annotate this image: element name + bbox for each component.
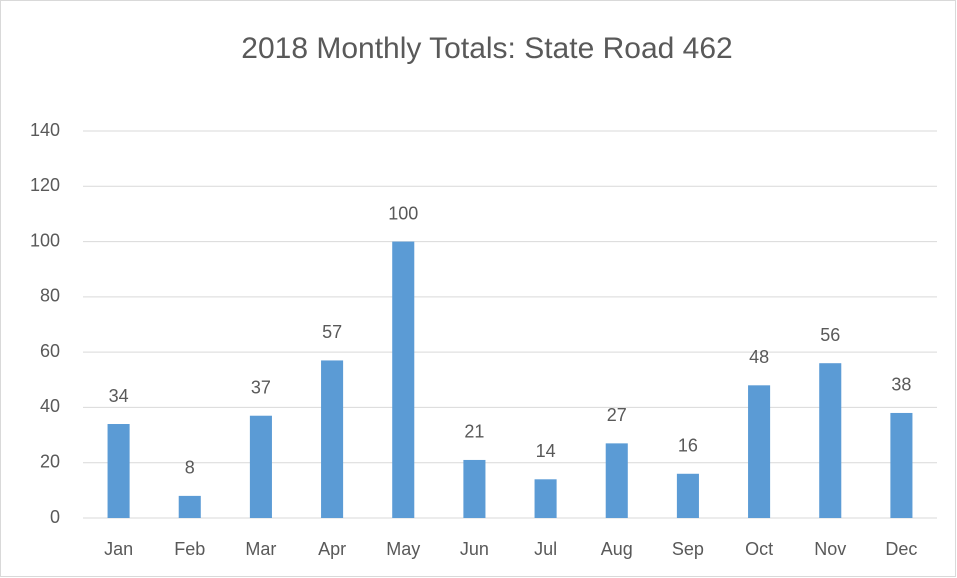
data-label: 34 <box>109 386 129 406</box>
bar <box>676 473 699 518</box>
bar <box>819 363 842 518</box>
bar <box>748 385 771 518</box>
data-label: 100 <box>388 203 418 223</box>
y-tick-label: 40 <box>40 396 60 416</box>
bar <box>463 459 486 518</box>
bar <box>107 424 130 518</box>
y-tick-label: 0 <box>50 507 60 527</box>
x-tick-label: Dec <box>885 539 917 559</box>
bar <box>605 443 628 518</box>
data-label: 27 <box>607 405 627 425</box>
bar <box>392 241 415 519</box>
data-label: 8 <box>185 458 195 478</box>
bar <box>321 360 344 518</box>
data-label: 56 <box>820 325 840 345</box>
x-tick-label: Oct <box>745 539 773 559</box>
y-tick-label: 80 <box>40 286 60 306</box>
chart-title: 2018 Monthly Totals: State Road 462 <box>241 32 732 65</box>
bar <box>534 479 557 518</box>
x-tick-label: Feb <box>174 539 205 559</box>
x-tick-label: Mar <box>245 539 276 559</box>
y-tick-label: 60 <box>40 341 60 361</box>
y-tick-label: 120 <box>30 175 60 195</box>
data-label: 57 <box>322 322 342 342</box>
data-label: 37 <box>251 377 271 397</box>
x-tick-label: Nov <box>814 539 846 559</box>
x-tick-label: Aug <box>601 539 633 559</box>
y-tick-label: 100 <box>30 230 60 250</box>
y-tick-label: 20 <box>40 451 60 471</box>
bar <box>890 412 913 518</box>
x-tick-label: Jan <box>104 539 133 559</box>
bar <box>178 495 201 518</box>
bar <box>249 415 272 518</box>
x-tick-label: Jun <box>460 539 489 559</box>
data-label: 48 <box>749 347 769 367</box>
data-label: 16 <box>678 436 698 456</box>
x-tick-label: Apr <box>318 539 346 559</box>
x-tick-label: Jul <box>534 539 557 559</box>
x-tick-label: Sep <box>672 539 704 559</box>
x-tick-label: May <box>386 539 420 559</box>
data-label: 14 <box>536 441 556 461</box>
data-label: 38 <box>891 375 911 395</box>
y-tick-label: 140 <box>30 120 60 140</box>
data-label: 21 <box>464 422 484 442</box>
